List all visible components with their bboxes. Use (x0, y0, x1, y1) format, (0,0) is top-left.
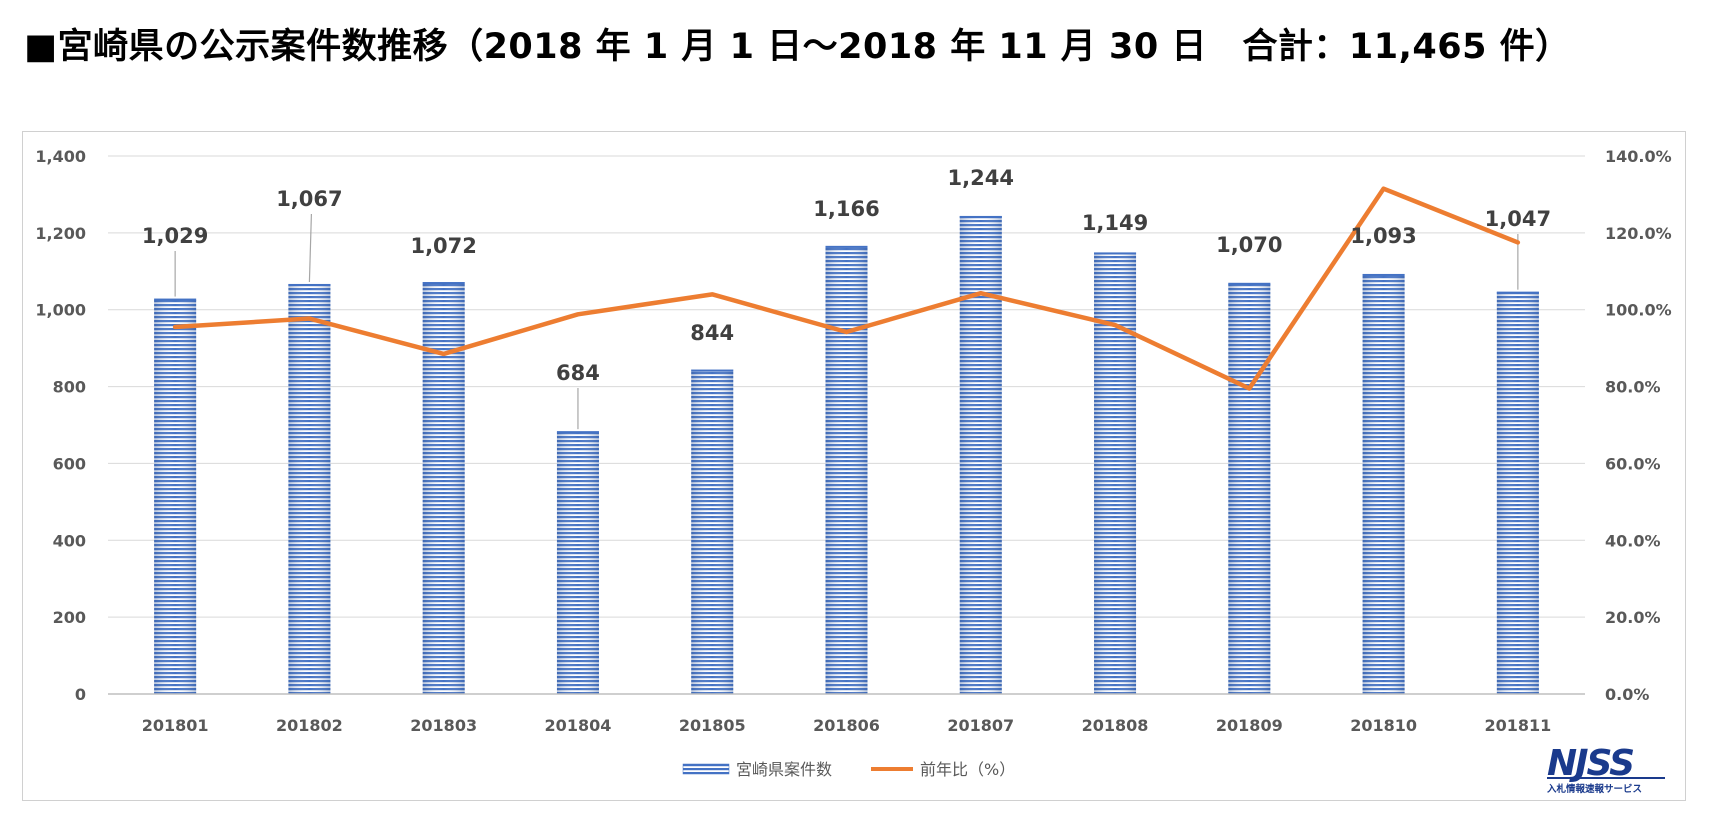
y-tick-label: 800 (53, 378, 86, 397)
y2-tick-label: 100.0% (1605, 301, 1672, 320)
y-tick-label: 200 (53, 608, 86, 627)
bar (1496, 291, 1539, 694)
bar (1228, 282, 1271, 694)
legend-bar-swatch (682, 763, 730, 775)
y-tick-label: 400 (53, 531, 86, 550)
bar-data-label: 1,047 (1485, 207, 1551, 231)
bar (959, 215, 1002, 694)
bar-series (154, 215, 1539, 694)
bar-top (1094, 252, 1137, 255)
x-tick-label: 201808 (1082, 716, 1149, 735)
x-tick-label: 201811 (1484, 716, 1551, 735)
bar-data-label: 684 (556, 361, 600, 385)
y2-tick-label: 20.0% (1605, 608, 1661, 627)
bar-top (288, 283, 331, 286)
bar-shade (1094, 252, 1137, 694)
bar-data-label: 1,067 (276, 187, 342, 211)
y-tick-label: 1,000 (35, 301, 86, 320)
x-tick-label: 201805 (679, 716, 746, 735)
y2-tick-label: 60.0% (1605, 454, 1661, 473)
legend: 宮崎県案件数 前年比（%） (682, 760, 1015, 779)
bar-shade (691, 369, 734, 694)
legend-item-bars: 宮崎県案件数 (682, 760, 832, 779)
bar-data-label: 1,166 (813, 197, 879, 221)
bar-shade (1496, 291, 1539, 694)
bar (1094, 252, 1137, 694)
data-labels: 1,029 1,067 1,072 684 844 1,166 1,244 1,149 1,07… (142, 166, 1551, 385)
y2-tick-label: 80.0% (1605, 378, 1661, 397)
bar-top (556, 431, 599, 434)
bar-top (422, 282, 465, 285)
bar-top (154, 298, 197, 301)
bar-data-label: 1,029 (142, 224, 208, 248)
bar-shade (556, 431, 599, 694)
bar-data-label: 1,072 (410, 234, 476, 258)
bar-shade (825, 245, 868, 694)
bar-shade (1228, 282, 1271, 694)
bar (1362, 273, 1405, 694)
y2-tick-label: 0.0% (1605, 685, 1649, 704)
y2-tick-label: 40.0% (1605, 531, 1661, 550)
x-tick-label: 201801 (142, 716, 209, 735)
bar-shade (422, 282, 465, 694)
bar-data-label: 844 (690, 321, 734, 345)
bar-shade (288, 283, 331, 694)
bar-data-label: 1,093 (1350, 224, 1416, 248)
bar-data-label: 1,070 (1216, 233, 1282, 257)
bar-data-label: 1,244 (948, 166, 1014, 190)
x-tick-label: 201802 (276, 716, 343, 735)
bar-top (691, 369, 734, 372)
bar-shade (1362, 273, 1405, 694)
y2-tick-label: 140.0% (1605, 147, 1672, 166)
bar (288, 283, 331, 694)
bar-top (1496, 291, 1539, 294)
x-tick-label: 201804 (545, 716, 612, 735)
bar (691, 369, 734, 694)
y-tick-label: 0 (75, 685, 86, 704)
line-series (172, 186, 1521, 391)
axes: 0 0.0% 200 20.0% 400 40.0% 600 60.0% 800 80.0% 1,0… (35, 147, 1671, 735)
bar-shade (959, 215, 1002, 694)
legend-bar-label: 宮崎県案件数 (736, 760, 832, 779)
logo-underline (1547, 777, 1665, 779)
bar-shade (154, 298, 197, 694)
x-tick-label: 201810 (1350, 716, 1417, 735)
legend-line-label: 前年比（%） (920, 760, 1015, 779)
x-tick-label: 201809 (1216, 716, 1283, 735)
bar-top (1228, 282, 1271, 285)
x-tick-label: 201807 (947, 716, 1014, 735)
bar-top (825, 245, 868, 248)
y-tick-label: 1,400 (35, 147, 86, 166)
bar (556, 431, 599, 694)
logo-subtitle: 入札情報速報サービス (1546, 783, 1642, 795)
bar-top (959, 215, 1002, 218)
page-title: ■宮崎県の公示案件数推移（2018 年 1 月 1 日～2018 年 11 月 … (24, 27, 1571, 67)
y2-tick-label: 120.0% (1605, 224, 1672, 243)
bar-data-label: 1,149 (1082, 211, 1148, 235)
bar (154, 298, 197, 694)
x-tick-label: 201803 (410, 716, 477, 735)
y-tick-label: 600 (53, 454, 86, 473)
leader-line (308, 213, 313, 282)
bar (422, 282, 465, 694)
y-tick-label: 1,200 (35, 224, 86, 243)
bar-top (1362, 273, 1405, 276)
x-tick-label: 201806 (813, 716, 880, 735)
bar (825, 245, 868, 694)
legend-item-line: 前年比（%） (871, 760, 1015, 779)
